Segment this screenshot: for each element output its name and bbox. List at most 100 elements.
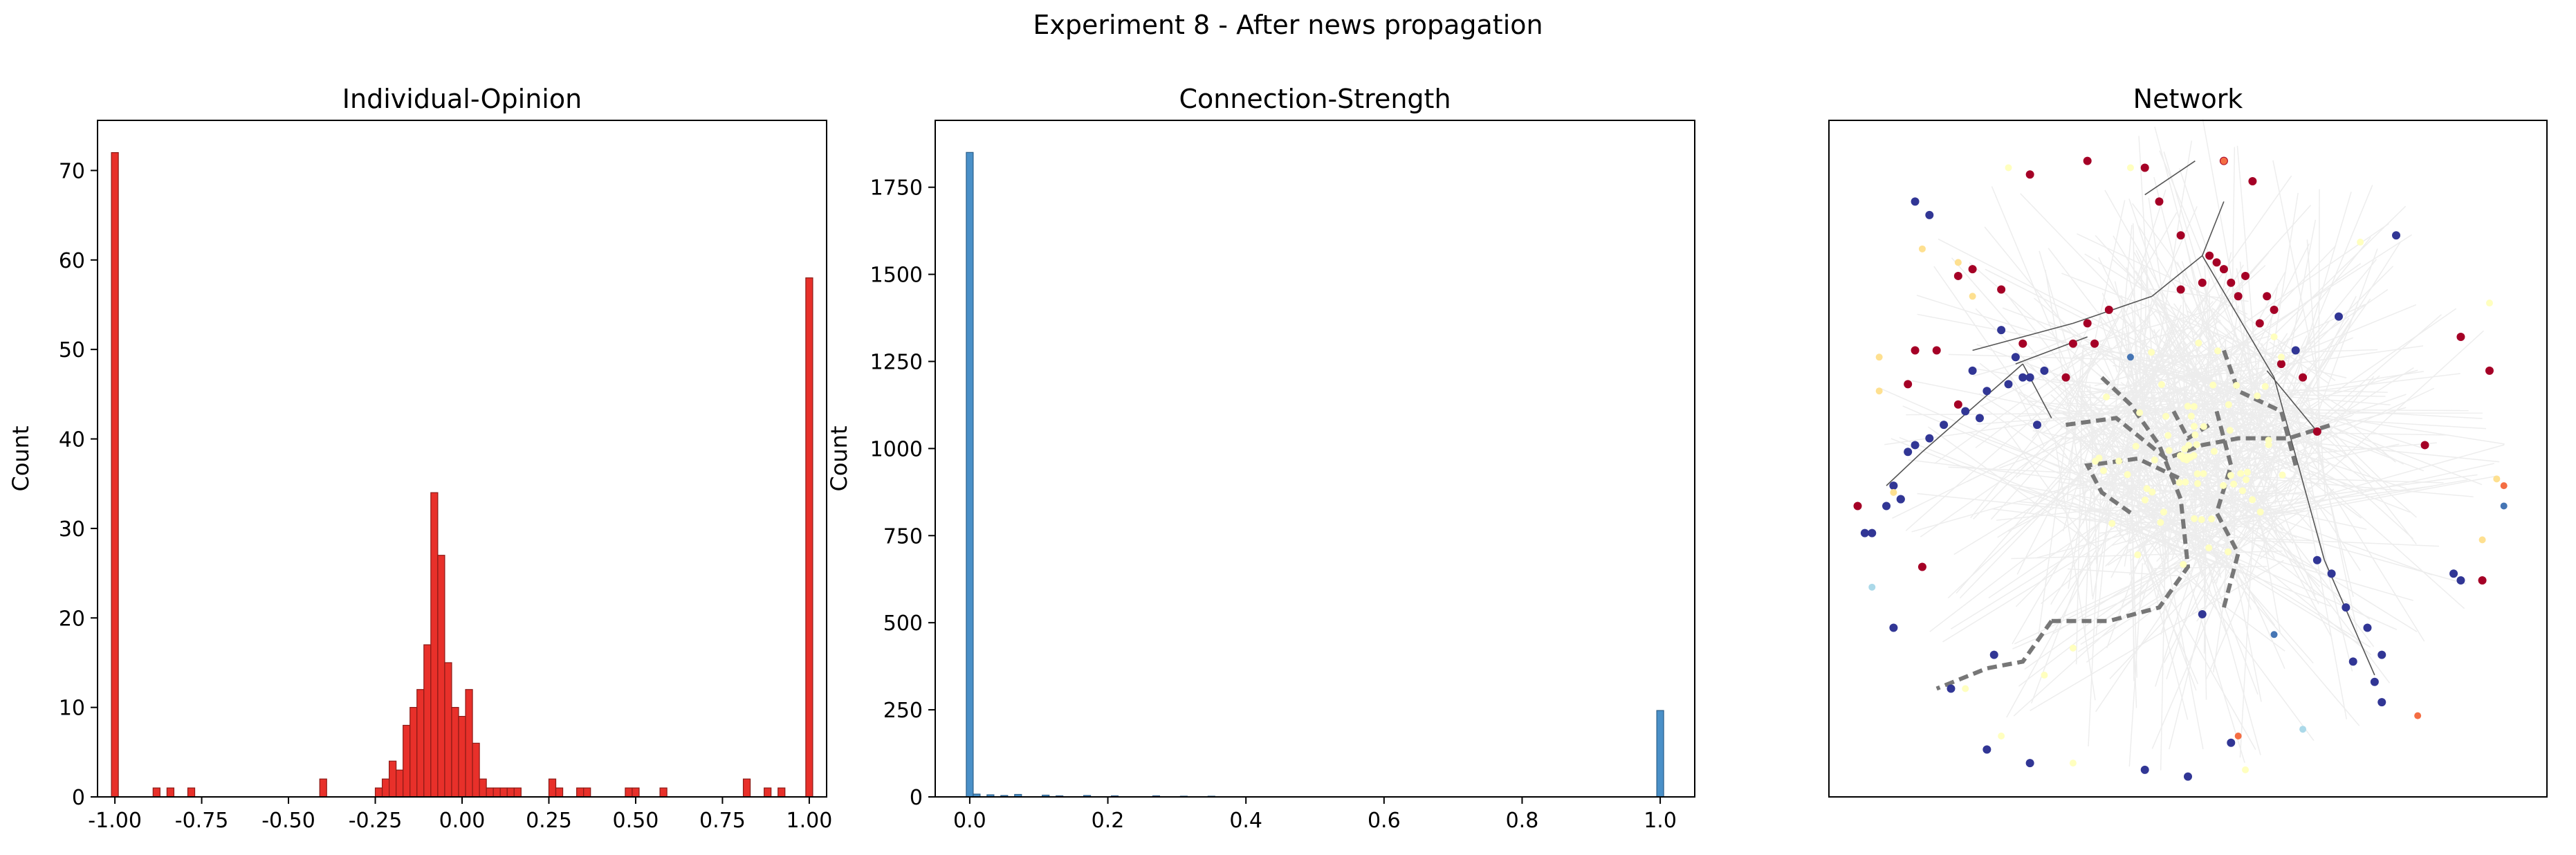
opinion-histogram-yticks: 0 10 20 30 40 50 60 70 [59, 159, 98, 810]
network-edge [1956, 365, 2156, 594]
network-node [2209, 381, 2217, 389]
network-node [1968, 366, 1977, 375]
network-node [2277, 353, 2285, 361]
strength-histogram-xticks: 0.0 0.2 0.4 0.6 0.8 1.0 [953, 797, 1677, 833]
histogram-bar [966, 151, 974, 798]
network-edge [1886, 451, 1923, 486]
network-node [1904, 448, 1913, 457]
network-edge [1975, 347, 2110, 448]
network-edge [2243, 185, 2373, 499]
network-node [2140, 765, 2149, 774]
network-edge [2269, 431, 2446, 436]
network-edge [2312, 430, 2354, 598]
network-node [2040, 366, 2049, 375]
network-edge [1929, 507, 2092, 632]
network-edge [2061, 376, 2360, 726]
network-node [2092, 457, 2099, 465]
network-node [2226, 427, 2234, 434]
network-edge [2054, 439, 2096, 701]
network-edge [1911, 437, 2241, 533]
network-node [2190, 423, 2198, 430]
network-edge [2048, 410, 2229, 566]
network-edge [2086, 486, 2311, 663]
network-edge [2030, 560, 2284, 711]
network-edge [2018, 488, 2240, 553]
network-node [2291, 346, 2300, 355]
network-edge [1935, 619, 2054, 691]
network-edge [2066, 416, 2333, 461]
network-node [1932, 346, 1941, 355]
y-tick-label: 40 [59, 428, 85, 452]
network-edge [2138, 348, 2200, 369]
network-node [1989, 650, 1998, 659]
network-node [2025, 759, 2034, 768]
network-node [2103, 393, 2110, 401]
network-node [2219, 265, 2228, 274]
y-tick-label: 20 [59, 607, 85, 631]
network-node [2233, 382, 2241, 389]
network-edge [1922, 363, 2023, 452]
figure-suptitle: Experiment 8 - After news propagation [1033, 10, 1543, 40]
network-node [1917, 562, 1926, 571]
network-node [2148, 349, 2155, 356]
network-node [2162, 412, 2170, 420]
network-edge [2151, 255, 2203, 297]
network-edge [2018, 404, 2151, 417]
y-tick-label: 1000 [870, 437, 923, 461]
network-node [1947, 684, 1956, 693]
strength-histogram-bars [966, 151, 1664, 798]
network-node [2198, 609, 2207, 618]
network-edge [2066, 317, 2120, 412]
network-edge [2239, 476, 2474, 497]
network-node [2025, 170, 2034, 179]
y-tick-label: 60 [59, 249, 85, 273]
network-edge [2101, 353, 2161, 490]
network-node [2149, 488, 2156, 496]
network-edge [2151, 309, 2253, 475]
network-node [2158, 380, 2165, 388]
network-edge [1976, 410, 2151, 425]
network-node [2270, 333, 2278, 340]
network-node [2478, 576, 2487, 585]
network-node [2261, 383, 2269, 390]
network-node [1882, 502, 1891, 511]
network-node [2485, 366, 2494, 375]
network-edge [2164, 223, 2389, 378]
network-edge [2196, 314, 2442, 528]
network-node [2191, 431, 2199, 439]
network-edge [2259, 488, 2335, 560]
network-edge [2003, 425, 2090, 546]
network-node [2194, 480, 2202, 488]
network-edge [2068, 200, 2126, 465]
network-node [1953, 400, 1962, 409]
network-node [2357, 239, 2364, 246]
network-edge [2181, 261, 2242, 438]
network-edge [2223, 314, 2246, 594]
network-edge [2016, 358, 2255, 522]
x-tick-label: 0.00 [439, 809, 486, 833]
network-edge [2234, 484, 2236, 537]
network-node [1868, 583, 1876, 591]
network-edge [2132, 477, 2149, 567]
network-edge [2152, 385, 2188, 401]
histogram-bar [625, 787, 633, 798]
y-tick-label: 1250 [870, 350, 923, 374]
network-node [1896, 495, 1905, 504]
histogram-bar [499, 787, 508, 798]
network-edge [2028, 354, 2172, 515]
network-node [2377, 698, 2386, 707]
histogram-bar [486, 787, 494, 798]
network-edge [2015, 352, 2269, 607]
histogram-bar [396, 769, 404, 798]
network-node [2164, 432, 2172, 439]
network-node [2108, 520, 2116, 527]
network-node [2200, 423, 2207, 430]
network-edge [2055, 342, 2180, 508]
histogram-bar [166, 787, 175, 798]
network-node [2004, 380, 2013, 389]
histogram-bar [1656, 710, 1664, 798]
network-node [1925, 434, 1934, 443]
network-node [2334, 312, 2343, 321]
network-node [2485, 300, 2493, 307]
